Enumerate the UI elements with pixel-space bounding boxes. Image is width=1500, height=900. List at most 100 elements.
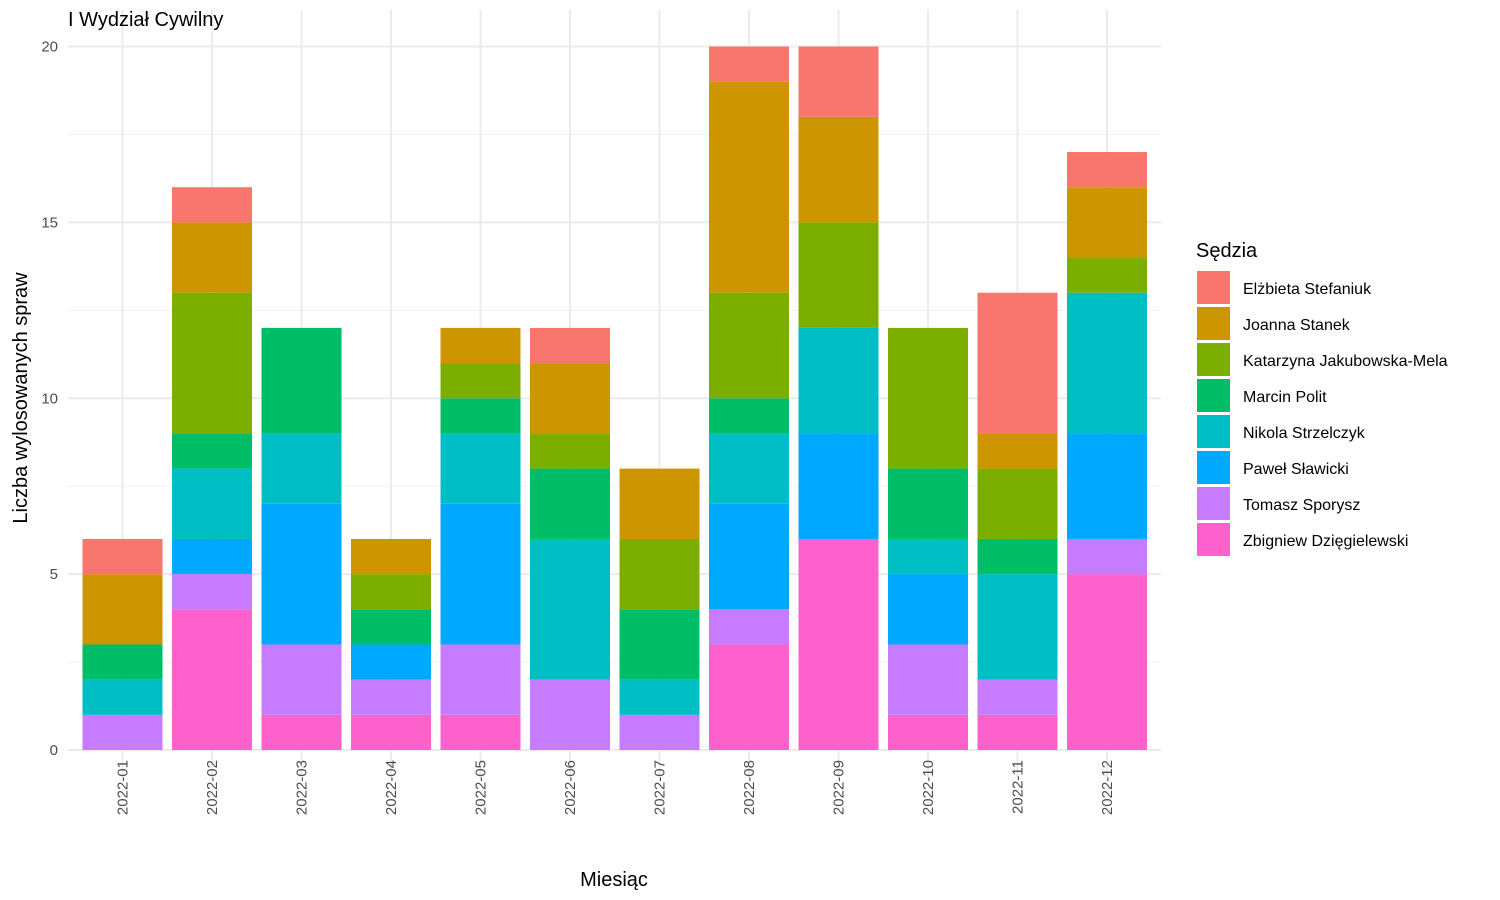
- bar-segment: [977, 679, 1058, 715]
- bar-segment: [709, 609, 789, 645]
- bar-segment: [351, 574, 431, 610]
- legend-key: [1197, 307, 1230, 340]
- x-tick-label: 2022-06: [562, 760, 579, 815]
- bar-segment: [888, 574, 968, 645]
- bar-segment: [709, 644, 789, 750]
- bar-segment: [351, 538, 431, 575]
- bar-segment: [798, 222, 879, 328]
- bar-segment: [172, 468, 252, 539]
- bar-segment: [440, 363, 521, 399]
- x-tick-label: 2022-09: [831, 760, 848, 815]
- bar-segment: [261, 714, 342, 750]
- x-tick-label: 2022-04: [383, 760, 400, 815]
- bar-segment: [351, 609, 431, 645]
- bar-segment: [1067, 292, 1147, 434]
- bar-segment: [888, 468, 968, 539]
- bar-segment: [172, 292, 252, 434]
- bar-segment: [619, 679, 700, 715]
- bar-segment: [351, 679, 431, 715]
- bar-segment: [709, 292, 789, 399]
- bar-segment: [977, 574, 1058, 680]
- legend-title: Sędzia: [1196, 240, 1258, 262]
- bar-segment: [172, 574, 252, 610]
- legend-key: [1197, 451, 1230, 484]
- bar-segment: [351, 714, 431, 750]
- bar-segment: [709, 46, 789, 82]
- legend-label: Elżbieta Stefaniuk: [1243, 281, 1372, 298]
- bar-segment: [440, 714, 521, 750]
- bar-segment: [82, 714, 163, 750]
- legend-key: [1197, 271, 1230, 304]
- bar-segment: [440, 398, 521, 434]
- legend-label: Nikola Strzelczyk: [1243, 425, 1366, 442]
- bar-segment: [709, 81, 789, 293]
- bar-segment: [530, 363, 610, 434]
- x-tick-label: 2022-02: [204, 760, 221, 815]
- bar-segment: [172, 609, 252, 750]
- bar-segment: [977, 433, 1058, 469]
- bar-segment: [798, 433, 879, 539]
- y-axis-ticks: 0 5 10 15 20: [41, 39, 58, 760]
- bar-segment: [530, 679, 610, 750]
- bar-segment: [172, 222, 252, 293]
- x-axis-title: Miesiąc: [580, 869, 648, 891]
- bar-segment: [619, 714, 700, 750]
- legend: Sędzia Elżbieta Stefaniuk Joanna Stanek Ka…: [1196, 240, 1448, 556]
- y-tick-label: 10: [41, 390, 58, 407]
- legend-key: [1197, 415, 1230, 448]
- bar-segment: [798, 46, 879, 117]
- legend-label: Katarzyna Jakubowska-Mela: [1243, 353, 1448, 370]
- bar-segment: [798, 116, 879, 223]
- x-tick-label: 2022-12: [1099, 760, 1116, 815]
- bar-segment: [709, 433, 789, 504]
- legend-key: [1197, 487, 1230, 520]
- bar-segment: [1067, 257, 1147, 293]
- bar-segment: [977, 538, 1058, 575]
- legend-label: Joanna Stanek: [1243, 317, 1351, 334]
- bar-segment: [798, 538, 879, 750]
- bar-segment: [888, 714, 968, 750]
- bar-segment: [172, 538, 252, 575]
- legend-label: Zbigniew Dzięgielewski: [1243, 533, 1408, 550]
- bar-segment: [82, 644, 163, 680]
- bar-segment: [1067, 152, 1147, 188]
- bar-segment: [530, 538, 610, 680]
- y-axis-title: Liczba wylosowanych spraw: [10, 272, 32, 524]
- legend-label: Paweł Sławicki: [1243, 461, 1349, 478]
- bar-segment: [1067, 433, 1147, 539]
- bar-segment: [172, 187, 252, 223]
- bar-segment: [261, 327, 342, 434]
- bar-segment: [261, 503, 342, 645]
- bar-segment: [1067, 538, 1147, 575]
- bar-segment: [619, 538, 700, 610]
- bar-segment: [82, 574, 163, 645]
- bar-segment: [888, 538, 968, 575]
- bar-segment: [888, 644, 968, 715]
- x-tick-label: 2022-03: [294, 760, 311, 815]
- bar-segment: [530, 468, 610, 539]
- y-tick-label: 20: [41, 39, 58, 56]
- bar-segment: [530, 433, 610, 469]
- bar-segment: [1067, 574, 1147, 750]
- bar-segment: [888, 327, 968, 469]
- bar-segment: [261, 644, 342, 715]
- legend-label: Tomasz Sporysz: [1243, 497, 1360, 514]
- bar-segment: [619, 609, 700, 680]
- x-tick-label: 2022-10: [920, 760, 937, 815]
- bar-segment: [440, 433, 521, 504]
- bar-segment: [977, 468, 1058, 539]
- x-axis-ticks: 2022-01 2022-02 2022-03 2022-04 2022-05 2022-…: [115, 760, 1117, 815]
- x-tick-label: 2022-07: [652, 760, 669, 815]
- bar-segment: [261, 433, 342, 504]
- legend-label: Marcin Polit: [1243, 389, 1327, 406]
- bar-segment: [709, 398, 789, 434]
- chart-title: I Wydział Cywilny: [68, 9, 223, 31]
- bar-segment: [977, 714, 1058, 750]
- bar-segment: [709, 503, 789, 610]
- y-tick-label: 15: [41, 214, 58, 231]
- x-tick-label: 2022-11: [1010, 760, 1027, 814]
- bar-segment: [172, 433, 252, 469]
- x-tick-label: 2022-01: [115, 760, 132, 815]
- bar-segment: [440, 644, 521, 715]
